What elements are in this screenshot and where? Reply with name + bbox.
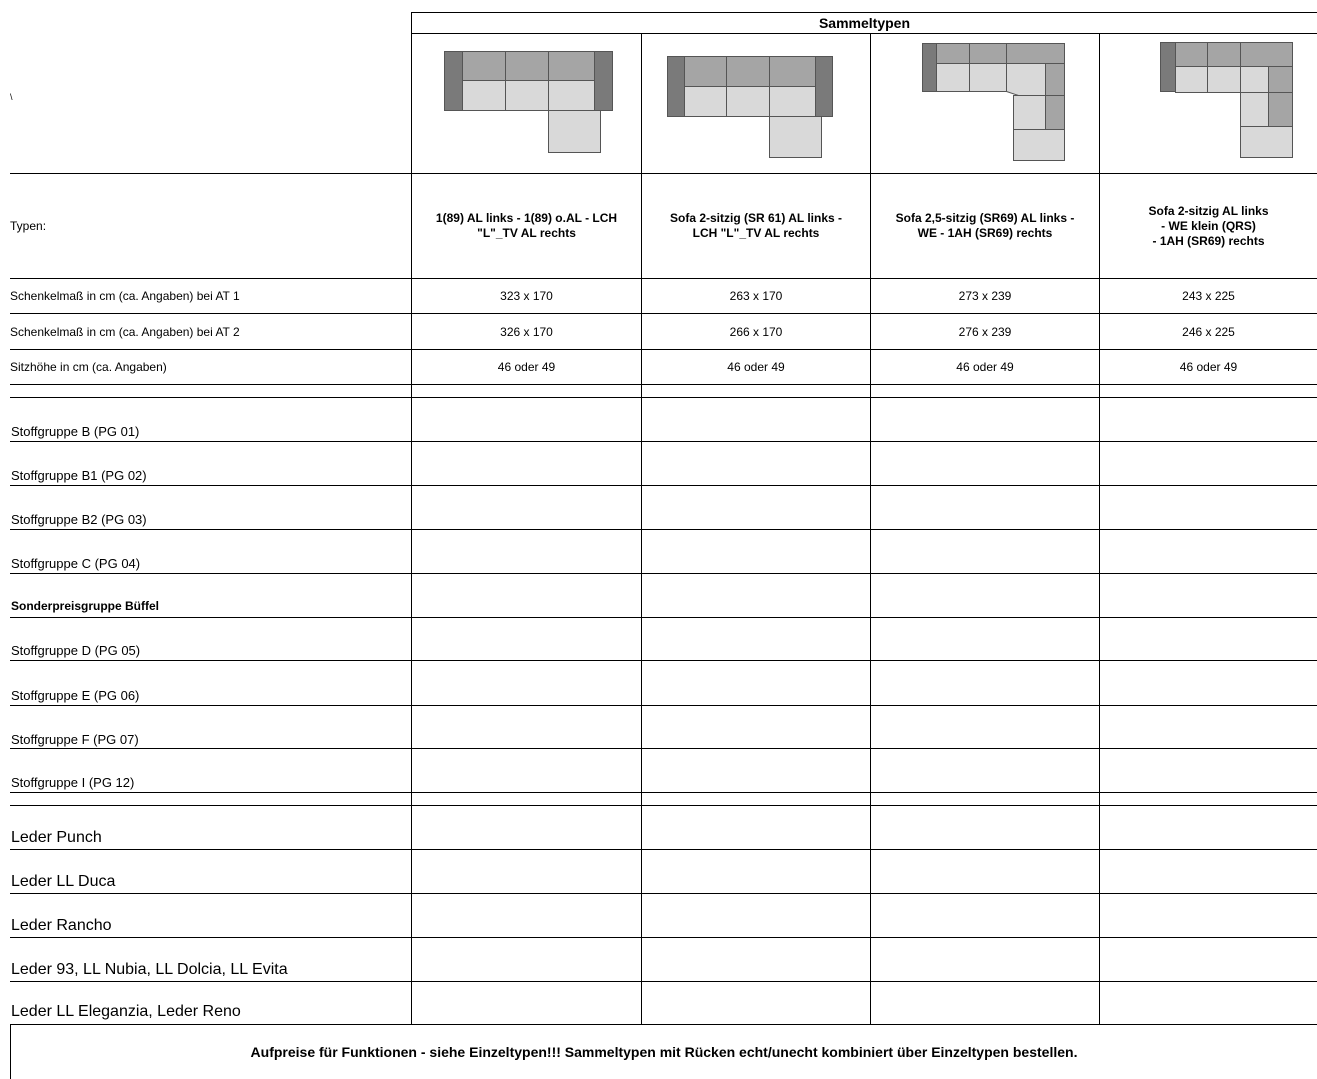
at2-value-2: 266 x 170: [729, 324, 783, 339]
leather-group-93: Leder 93, LL Nubia, LL Dolcia, LL Evita: [11, 961, 288, 978]
leather-group-eleganzia: Leder LL Eleganzia, Leder Reno: [11, 1003, 241, 1020]
seat-height-4: 46 oder 49: [1179, 360, 1238, 374]
at2-value-1: 326 x 170: [500, 324, 553, 339]
at1-value-3: 273 x 239: [958, 289, 1012, 303]
at1-value-2: 263 x 170: [729, 289, 783, 303]
type-name-3: Sofa 2,5-sitzig (SR69) AL links - WE - 1…: [895, 211, 1075, 240]
fabric-group-e: Stoffgruppe E (PG 06): [11, 688, 140, 703]
fabric-group-b: Stoffgruppe B (PG 01): [11, 424, 140, 439]
sofa-diagram-1: [444, 51, 613, 153]
row-label-at2: Schenkelmaß in cm (ca. Angaben) bei AT 2: [10, 324, 240, 339]
fabric-group-b1: Stoffgruppe B1 (PG 02): [11, 468, 147, 483]
row-label-types: Typen:: [10, 219, 47, 233]
row-label-seat-height: Sitzhöhe in cm (ca. Angaben): [10, 360, 167, 374]
corner-mark: \: [10, 92, 13, 102]
type-name-1: 1(89) AL links - 1(89) o.AL - LCH "L"_TV…: [435, 211, 618, 240]
leather-group-rancho: Leder Rancho: [11, 917, 112, 934]
at1-value-1: 323 x 170: [500, 289, 553, 303]
fabric-group-d: Stoffgruppe D (PG 05): [11, 643, 141, 658]
sofa-diagram-4: [1160, 42, 1293, 158]
leather-group-punch: Leder Punch: [11, 829, 102, 846]
sofa-diagram-3: [922, 43, 1065, 161]
sammeltypen-header: Sammeltypen: [818, 15, 911, 31]
special-price-group-bueffel: Sonderpreisgruppe Büffel: [11, 599, 160, 613]
type-name-2: Sofa 2-sitzig (SR 61) AL links - LCH "L"…: [669, 211, 843, 240]
fabric-group-f: Stoffgruppe F (PG 07): [11, 732, 139, 747]
seat-height-3: 46 oder 49: [956, 360, 1014, 374]
seat-height-1: 46 oder 49: [497, 360, 556, 374]
at2-value-3: 276 x 239: [958, 324, 1012, 339]
fabric-group-i: Stoffgruppe I (PG 12): [11, 775, 135, 790]
footer-note: Aufpreise für Funktionen - siehe Einzelt…: [250, 1044, 1078, 1060]
sofa-diagram-2: [667, 56, 833, 158]
at1-value-4: 243 x 225: [1182, 289, 1235, 303]
seat-height-2: 46 oder 49: [727, 360, 785, 374]
fabric-group-c: Stoffgruppe C (PG 04): [11, 556, 141, 571]
type-name-4: Sofa 2-sitzig AL links - WE klein (QRS) …: [1148, 203, 1269, 248]
row-label-at1: Schenkelmaß in cm (ca. Angaben) bei AT 1: [10, 289, 240, 303]
leather-group-duca: Leder LL Duca: [11, 873, 116, 890]
at2-value-4: 246 x 225: [1182, 324, 1235, 339]
fabric-group-b2: Stoffgruppe B2 (PG 03): [11, 512, 147, 527]
